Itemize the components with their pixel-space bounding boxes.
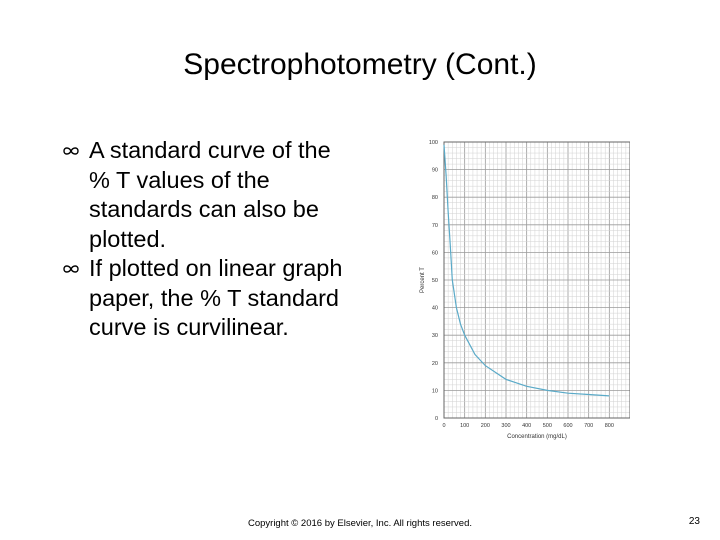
- y-tick-label: 30: [432, 333, 438, 339]
- y-axis-label: Percent T: [420, 267, 426, 293]
- y-tick-label: 90: [432, 168, 438, 174]
- plot-border: [443, 141, 630, 419]
- x-tick-label: 400: [522, 423, 531, 429]
- y-tick-label: 70: [432, 223, 438, 229]
- infinity-bullet-icon: [63, 147, 79, 155]
- slide-title: Spectrophotometry (Cont.): [183, 48, 537, 81]
- y-tick-label: 100: [429, 140, 438, 146]
- y-tick-label: 60: [432, 250, 438, 256]
- x-tick-label: 500: [543, 423, 552, 429]
- chart-svg: 0 10 20 30 40 50 60 70 80 90 100 0 100 200 300 400 500 60…: [420, 140, 630, 440]
- y-tick-label: 0: [435, 416, 438, 422]
- x-axis-label: Concentration (mg/dL): [507, 434, 567, 440]
- infinity-bullet-icon: [63, 265, 79, 273]
- bullet-text: A standard curve of the % T values of th…: [89, 137, 331, 252]
- standard-curve-line: [443, 144, 610, 397]
- y-tick-label: 50: [432, 278, 438, 284]
- y-tick-label: 20: [432, 361, 438, 367]
- y-tick-label: 40: [432, 306, 438, 312]
- x-tick-label: 100: [460, 423, 469, 429]
- x-tick-label: 700: [584, 423, 593, 429]
- copyright-footer: Copyright © 2016 by Elsevier, Inc. All r…: [247, 518, 473, 529]
- x-tick-label: 300: [501, 423, 510, 429]
- x-tick-label: 0: [442, 423, 445, 429]
- x-tick-label: 200: [481, 423, 490, 429]
- x-tick-label: 600: [563, 423, 572, 429]
- y-tick-label: 10: [432, 388, 438, 394]
- bullet-item: A standard curve of the % T values of th…: [62, 136, 352, 254]
- standard-curve-chart: 0 10 20 30 40 50 60 70 80 90 100 0 100 200 300 400 500 60…: [410, 136, 630, 446]
- page-number: 23: [688, 516, 700, 527]
- x-tick-label: 800: [605, 423, 614, 429]
- bullet-list: A standard curve of the % T values of th…: [62, 136, 352, 343]
- bullet-item: If plotted on linear graph paper, the % …: [62, 254, 352, 343]
- bullet-text: If plotted on linear graph paper, the % …: [89, 255, 343, 340]
- y-tick-label: 80: [432, 195, 438, 201]
